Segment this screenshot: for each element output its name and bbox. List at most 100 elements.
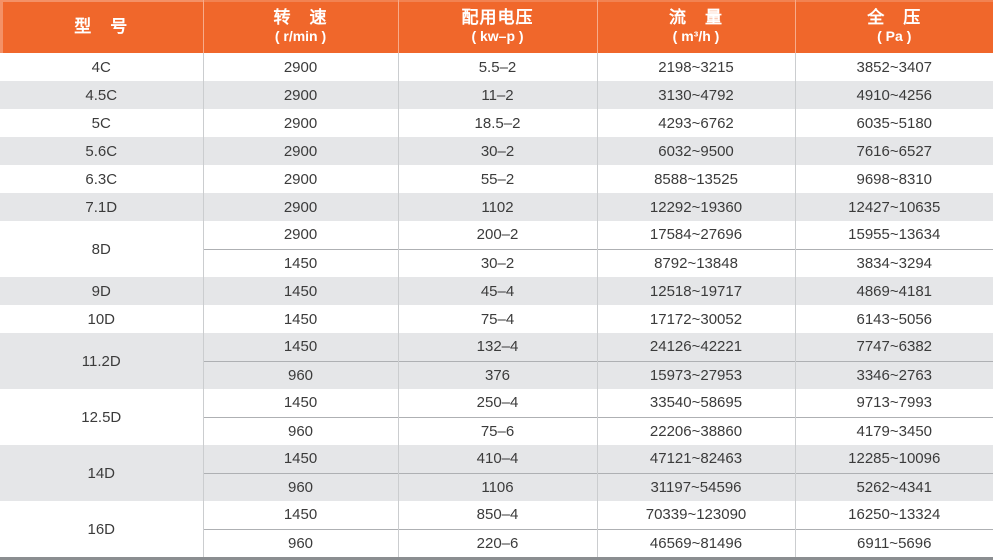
cell-model: 11.2D (0, 333, 204, 389)
cell-speed: 2900 (203, 193, 399, 221)
cell-pressure: 5262~4341 (795, 472, 993, 501)
cell-speed: 960 (203, 416, 399, 445)
cell-power: 410–4 (398, 445, 598, 473)
cell-speed: 960 (203, 472, 399, 501)
table-row: 960 1106 31197~54596 5262~4341 (0, 472, 993, 501)
cell-speed: 1450 (203, 389, 399, 417)
header-row: 型 号 转 速 ( r/min ) 配用电压 ( kw–p ) 流 量 ( m³… (0, 0, 993, 53)
cell-power: 30–2 (398, 137, 598, 165)
cell-power: 18.5–2 (398, 109, 598, 137)
cell-power: 220–6 (398, 528, 598, 557)
cell-flow: 46569~81496 (597, 528, 796, 557)
table-row: 11.2D 1450 132–4 24126~42221 7747~6382 (0, 333, 993, 389)
cell-power: 5.5–2 (398, 53, 598, 81)
cell-pressure: 3346~2763 (795, 360, 993, 389)
cell-model: 12.5D (0, 389, 204, 445)
table-row: 10D 1450 75–4 17172~30052 6143~5056 (0, 305, 993, 333)
cell-model: 16D (0, 501, 204, 557)
cell-speed: 960 (203, 360, 399, 389)
cell-flow: 24126~42221 (597, 333, 796, 361)
col-header-speed-unit: ( r/min ) (274, 28, 327, 44)
cell-power: 30–2 (398, 248, 598, 277)
col-header-speed-title: 转 速 (273, 8, 328, 27)
table-row: 9D 1450 45–4 12518~19717 4869~4181 (0, 277, 993, 305)
col-header-model: 型 号 (0, 0, 204, 53)
cell-flow: 70339~123090 (597, 501, 796, 529)
cell-power: 55–2 (398, 165, 598, 193)
cell-power: 850–4 (398, 501, 598, 529)
col-header-speed: 转 速 ( r/min ) (203, 0, 399, 53)
cell-power: 11–2 (398, 81, 598, 109)
cell-speed: 1450 (203, 333, 399, 361)
cell-pressure: 15955~13634 (795, 221, 993, 249)
cell-speed: 1450 (203, 501, 399, 529)
col-header-flow-unit: ( m³/h ) (672, 28, 720, 44)
cell-flow: 47121~82463 (597, 445, 796, 473)
table-row: 6.3C 2900 55–2 8588~13525 9698~8310 (0, 165, 993, 193)
cell-flow: 8588~13525 (597, 165, 796, 193)
cell-power: 1102 (398, 193, 598, 221)
col-header-pressure-title: 全 压 (867, 8, 922, 27)
cell-pressure: 9698~8310 (795, 165, 993, 193)
cell-flow: 33540~58695 (597, 389, 796, 417)
cell-power: 200–2 (398, 221, 598, 249)
cell-pressure: 6143~5056 (795, 305, 993, 333)
table-row: 960 75–6 22206~38860 4179~3450 (0, 416, 993, 445)
cell-pressure: 9713~7993 (795, 389, 993, 417)
cell-speed: 2900 (203, 109, 399, 137)
cell-flow: 12292~19360 (597, 193, 796, 221)
cell-speed: 1450 (203, 305, 399, 333)
cell-speed: 2900 (203, 165, 399, 193)
cell-speed: 2900 (203, 81, 399, 109)
cell-speed: 2900 (203, 53, 399, 81)
cell-flow: 8792~13848 (597, 248, 796, 277)
cell-model: 5C (0, 109, 204, 137)
cell-flow: 12518~19717 (597, 277, 796, 305)
spec-table-body: 4C 2900 5.5–2 2198~3215 3852~3407 4.5C 2900 11–… (0, 53, 993, 557)
cell-model: 4C (0, 53, 204, 81)
cell-pressure: 4869~4181 (795, 277, 993, 305)
cell-model: 10D (0, 305, 204, 333)
table-row: 5.6C 2900 30–2 6032~9500 7616~6527 (0, 137, 993, 165)
cell-flow: 6032~9500 (597, 137, 796, 165)
col-header-pressure: 全 压 ( Pa ) (795, 0, 993, 53)
cell-power: 250–4 (398, 389, 598, 417)
cell-pressure: 4910~4256 (795, 81, 993, 109)
cell-pressure: 3834~3294 (795, 248, 993, 277)
cell-flow: 15973~27953 (597, 360, 796, 389)
cell-speed: 2900 (203, 137, 399, 165)
cell-power: 75–4 (398, 305, 598, 333)
cell-speed: 960 (203, 528, 399, 557)
cell-model: 14D (0, 445, 204, 501)
col-header-flow-title: 流 量 (669, 8, 723, 27)
table-row: 14D 1450 410–4 47121~82463 12285~10096 (0, 445, 993, 501)
cell-speed: 1450 (203, 277, 399, 305)
cell-model: 7.1D (0, 193, 204, 221)
table-row: 4C 2900 5.5–2 2198~3215 3852~3407 (0, 53, 993, 81)
cell-flow: 2198~3215 (597, 53, 796, 81)
cell-pressure: 3852~3407 (795, 53, 993, 81)
cell-pressure: 7747~6382 (795, 333, 993, 361)
table-row: 7.1D 2900 1102 12292~19360 12427~10635 (0, 193, 993, 221)
cell-flow: 22206~38860 (597, 416, 796, 445)
table-header: 型 号 转 速 ( r/min ) 配用电压 ( kw–p ) 流 量 ( m³… (0, 0, 993, 53)
cell-pressure: 7616~6527 (795, 137, 993, 165)
cell-pressure: 12285~10096 (795, 445, 993, 473)
cell-model: 9D (0, 277, 204, 305)
cell-power: 376 (398, 360, 598, 389)
cell-model: 4.5C (0, 81, 204, 109)
cell-power: 132–4 (398, 333, 598, 361)
col-header-power-unit: ( kw–p ) (471, 28, 524, 44)
cell-flow: 17172~30052 (597, 305, 796, 333)
cell-speed: 2900 (203, 221, 399, 249)
table-row: 960 220–6 46569~81496 6911~5696 (0, 528, 993, 557)
cell-pressure: 4179~3450 (795, 416, 993, 445)
cell-model: 5.6C (0, 137, 204, 165)
cell-pressure: 16250~13324 (795, 501, 993, 529)
cell-speed: 1450 (203, 248, 399, 277)
cell-pressure: 6035~5180 (795, 109, 993, 137)
table-row: 5C 2900 18.5–2 4293~6762 6035~5180 (0, 109, 993, 137)
table-row: 4.5C 2900 11–2 3130~4792 4910~4256 (0, 81, 993, 109)
col-header-power: 配用电压 ( kw–p ) (398, 0, 598, 53)
